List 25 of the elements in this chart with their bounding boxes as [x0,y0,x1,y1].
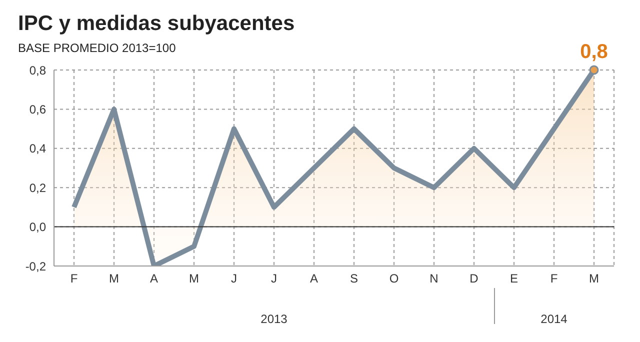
text: 2014 [540,312,568,326]
x-tick-label: M [589,272,599,286]
chart-subtitle: BASE PROMEDIO 2013=100 [18,41,176,55]
x-tick-label: O [389,272,399,286]
x-tick-label: A [150,272,158,286]
data-label: 0,8 [580,41,608,63]
x-tick-label: M [109,272,119,286]
y-tick-label: -0,2 [25,259,46,274]
x-tick-label: S [350,272,358,286]
x-tick-label: E [510,272,518,286]
y-tick-label: 0,2 [29,180,46,195]
x-tick-label: A [310,272,318,286]
x-tick-label: J [231,272,237,286]
y-tick-label: 0,8 [29,63,46,78]
x-tick-label: N [430,272,438,286]
y-tick-label: 0,4 [29,142,46,156]
y-tick-label: 0,0 [29,220,46,234]
y-tick-label: 0,6 [29,102,46,116]
x-tick-label: F [550,272,558,286]
x-tick-label: M [189,272,199,286]
x-tick-label: J [271,272,277,286]
text: 2013 [260,312,288,326]
x-tick-label: D [470,272,479,286]
chart-title: IPC y medidas subyacentes [18,12,295,36]
x-tick-label: F [70,272,78,286]
